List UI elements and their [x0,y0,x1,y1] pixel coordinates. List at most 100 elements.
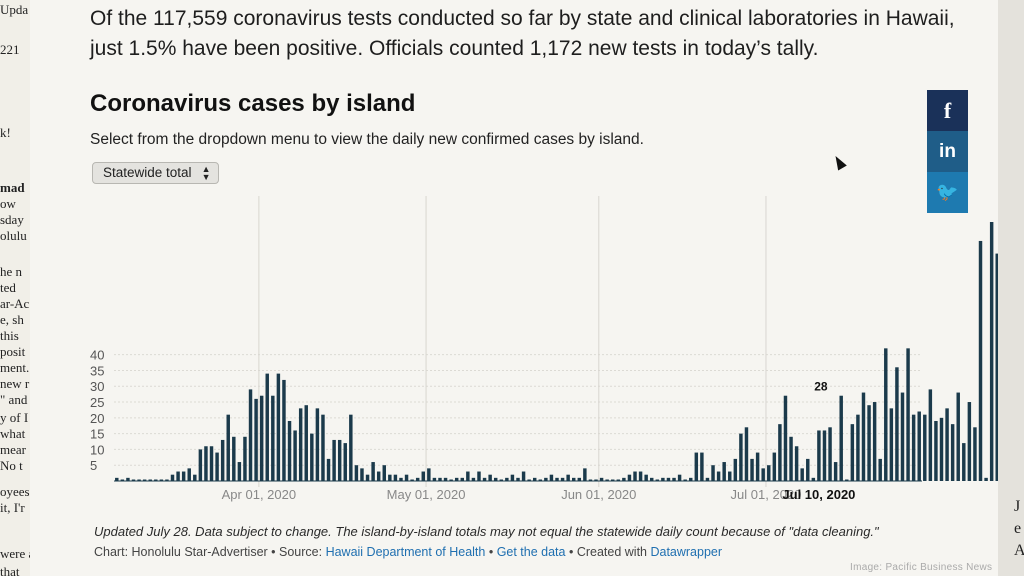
bar [538,479,543,481]
bar [321,414,325,481]
bar [154,479,158,481]
bar [716,471,721,481]
bar [237,462,242,481]
bar [917,411,921,481]
bar [137,479,141,481]
bar [939,417,944,481]
background-text-line: he n [0,264,23,279]
bar [254,398,258,481]
bar [187,468,191,481]
bar [923,414,927,481]
bar [956,392,960,481]
bar [800,468,804,481]
bar [755,452,760,481]
bar [794,446,799,481]
twitter-icon: 🐦 [936,182,959,202]
bar [165,479,169,481]
bar [276,373,281,481]
island-dropdown[interactable]: Statewide total ▲ ▼ [92,162,220,184]
bar [532,477,537,481]
highlight-date-label: Jul 10, 2020 [782,487,855,502]
bar [482,477,487,481]
bar [978,240,983,481]
background-text-line: e, sh [0,312,24,327]
bar [850,424,855,481]
bar [611,479,615,481]
bar [449,479,453,481]
bar [989,222,994,481]
bar [789,436,793,481]
bar [220,439,225,481]
social-share-bar: f in 🐦 [927,90,968,213]
bar [544,477,548,481]
background-text-line: new r [0,376,30,391]
bar [616,479,621,481]
bar [967,402,972,481]
bar [845,479,849,481]
bar [181,471,186,481]
background-text-line: k! [0,125,11,140]
x-tick-label: Jul 01, 2020 [731,487,802,502]
article-page: Of the 117,559 coronavirus tests conduct… [30,0,998,576]
bar [811,477,816,481]
background-text-line: mear [0,442,26,457]
y-tick-label: 40 [90,348,104,363]
background-text-line: this [0,328,19,343]
chart-footnote: Updated July 28. Data subject to change.… [94,524,879,539]
bar [376,471,381,481]
source-separator-2: • Created with [565,545,651,559]
bar [131,479,136,481]
background-text-line: sday [0,212,24,227]
bar [950,424,955,481]
background-text-line: Upda [0,2,29,17]
chart-description: Select from the dropdown menu to view th… [90,131,644,148]
x-tick-label: Jun 01, 2020 [561,487,636,502]
bar [232,436,236,481]
bar [767,465,771,481]
get-data-link[interactable]: Get the data [496,545,566,559]
bar [148,479,152,481]
background-text-line: ment. [0,360,30,375]
source-link[interactable]: Hawaii Department of Health [325,545,486,559]
bar [627,474,632,481]
bar [778,424,782,481]
bar [427,468,431,481]
bar [783,395,788,481]
bar [354,465,359,481]
bar [750,458,754,481]
bar [477,471,481,481]
bar [817,430,821,481]
bar [833,462,838,481]
bar [170,474,175,481]
twitter-share-button[interactable]: 🐦 [927,172,968,213]
bar [661,477,665,481]
y-tick-label: 10 [90,442,104,457]
background-text-line: ow [0,196,16,211]
bar [872,402,877,481]
background-text-line: were a [0,546,31,561]
bar [243,436,247,481]
bar [193,474,197,481]
bar [259,395,264,481]
linkedin-share-button[interactable]: in [927,131,968,172]
bar [560,477,565,481]
bar [432,477,437,481]
bar [722,462,726,481]
datawrapper-link[interactable]: Datawrapper [650,545,723,559]
bar [683,479,687,481]
bar [404,474,409,481]
bar [861,392,866,481]
image-credit: Image: Pacific Business News [850,562,993,573]
bar [828,427,832,481]
bar [315,408,320,481]
bar [728,471,732,481]
source-separator-1: • [485,545,497,559]
background-text-line: ted [0,280,16,295]
bar [928,389,933,481]
bar [650,477,654,481]
facebook-share-button[interactable]: f [927,90,968,131]
background-text-line: e [1014,520,1022,537]
bar [471,477,476,481]
bar [410,479,414,481]
